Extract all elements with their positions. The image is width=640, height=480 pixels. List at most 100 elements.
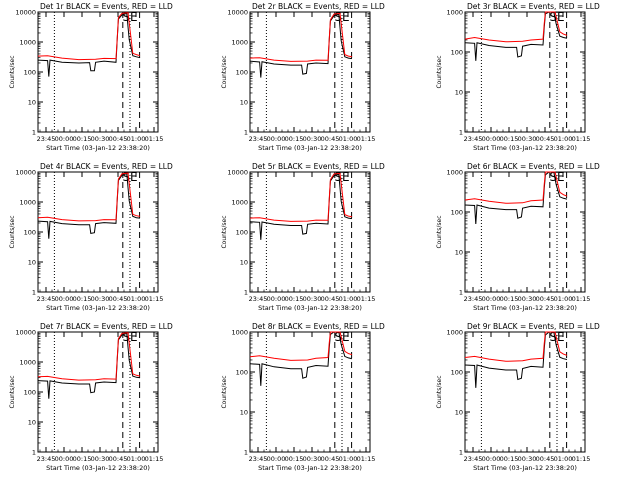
x-tick-label: 01:00 [554, 295, 573, 303]
x-tick-label: 00:30 [91, 455, 110, 463]
panel-title: Det 1r BLACK = Events, RED = LLD [40, 2, 173, 11]
se-annotation: SE [334, 330, 349, 344]
y-tick-label: 10000 [15, 9, 36, 17]
y-tick-label: 10 [240, 99, 248, 107]
x-tick-label: 01:15 [145, 455, 164, 463]
x-axis-label: Start Time (03-Jan-12 23:38:20) [473, 144, 577, 152]
x-axis-label: Start Time (03-Jan-12 23:38:20) [46, 464, 150, 472]
x-tick-label: 01:00 [339, 135, 358, 143]
events-series-line [37, 332, 141, 399]
x-tick-label: 00:00 [267, 135, 286, 143]
plot-frame [464, 11, 586, 133]
x-tick-label: 01:00 [339, 295, 358, 303]
y-axis-label: Counts/sec [221, 375, 228, 408]
x-tick-label: 00:45 [536, 135, 555, 143]
y-tick-label: 1 [32, 289, 36, 297]
x-axis-label: Start Time (03-Jan-12 23:38:20) [473, 464, 577, 472]
y-axis-label: Counts/sec [9, 375, 16, 408]
lld-series-line [37, 172, 141, 222]
y-tick-label: 100 [451, 209, 463, 217]
x-tick-label: 00:30 [91, 295, 110, 303]
x-tick-label: 01:00 [339, 455, 358, 463]
x-tick-label: 23:45 [464, 135, 483, 143]
x-tick-label: 23:45 [37, 455, 56, 463]
panel-det-5: Det 5r BLACK = Events, RED = LLD 1 10 100 10… [221, 162, 385, 312]
se-annotation: SE [549, 10, 564, 24]
y-tick-label: 100 [24, 389, 36, 397]
x-tick-label: 01:00 [127, 135, 146, 143]
lld-series-line [464, 171, 568, 204]
x-tick-label: 00:45 [321, 295, 340, 303]
se-annotation: SE [122, 330, 137, 344]
x-tick-label: 01:00 [554, 135, 573, 143]
panel-det-8: Det 8r BLACK = Events, RED = LLD 1 10 100 10… [221, 322, 385, 472]
x-tick-label: 00:15 [285, 295, 304, 303]
se-annotation: SE [549, 330, 564, 344]
y-tick-label: 1000 [446, 169, 463, 177]
y-tick-label: 1000 [231, 329, 248, 337]
events-series-line [37, 12, 141, 77]
panel-title: Det 7r BLACK = Events, RED = LLD [40, 322, 173, 331]
x-tick-label: 00:30 [518, 455, 537, 463]
x-tick-label: 00:15 [500, 455, 519, 463]
x-tick-label: 00:00 [55, 455, 74, 463]
y-tick-label: 100 [236, 229, 248, 237]
x-tick-label: 01:00 [554, 455, 573, 463]
x-axis-label: Start Time (03-Jan-12 23:38:20) [258, 144, 362, 152]
y-tick-label: 1000 [231, 199, 248, 207]
x-tick-label: 01:15 [572, 455, 591, 463]
panel-title: Det 2r BLACK = Events, RED = LLD [252, 2, 385, 11]
x-tick-label: 23:45 [249, 135, 268, 143]
y-axis-label: Counts/sec [9, 215, 16, 248]
lld-series-line [464, 331, 568, 362]
x-tick-label: 23:45 [37, 295, 56, 303]
lld-series-line [249, 172, 353, 222]
lld-series-line [249, 12, 353, 62]
y-tick-label: 1 [244, 449, 248, 457]
panel-det-4: Det 4r BLACK = Events, RED = LLD 1 10 100 10… [9, 162, 173, 312]
panel-title: Det 6r BLACK = Events, RED = LLD [467, 162, 600, 171]
x-tick-label: 00:45 [536, 455, 555, 463]
panel-det-2: Det 2r BLACK = Events, RED = LLD 1 10 100 10… [221, 2, 385, 152]
y-tick-label: 10 [28, 99, 36, 107]
y-tick-label: 100 [451, 369, 463, 377]
panel-det-1: Det 1r BLACK = Events, RED = LLD 1 10 100 10… [9, 2, 173, 152]
x-tick-label: 01:15 [357, 295, 376, 303]
x-tick-label: 23:45 [464, 455, 483, 463]
x-tick-label: 00:00 [267, 455, 286, 463]
panel-title: Det 4r BLACK = Events, RED = LLD [40, 162, 173, 171]
x-tick-label: 00:15 [73, 295, 92, 303]
lld-series-line [37, 332, 141, 381]
x-tick-label: 00:00 [482, 455, 501, 463]
x-axis-label: Start Time (03-Jan-12 23:38:20) [473, 304, 577, 312]
y-axis-label: Counts/sec [9, 55, 16, 88]
y-tick-label: 1 [32, 129, 36, 137]
y-tick-label: 10 [455, 249, 463, 257]
y-tick-label: 1000 [19, 39, 36, 47]
x-tick-label: 00:30 [303, 455, 322, 463]
y-tick-label: 1000 [231, 39, 248, 47]
x-tick-label: 23:45 [37, 135, 56, 143]
se-annotation: SE [334, 10, 349, 24]
x-tick-label: 00:45 [109, 295, 128, 303]
x-tick-label: 01:15 [145, 135, 164, 143]
panel-det-6: Det 6r BLACK = Events, RED = LLD 1 10 100 10… [436, 162, 600, 312]
y-axis-label: Counts/sec [221, 215, 228, 248]
lld-series-line [249, 331, 353, 361]
y-tick-label: 100 [236, 69, 248, 77]
y-tick-label: 1 [459, 129, 463, 137]
x-tick-label: 01:15 [357, 135, 376, 143]
x-tick-label: 00:00 [482, 135, 501, 143]
events-series-line [464, 171, 568, 225]
panel-title: Det 8r BLACK = Events, RED = LLD [252, 322, 385, 331]
y-tick-label: 1 [244, 289, 248, 297]
events-series-line [464, 11, 568, 61]
se-annotation: SE [334, 170, 349, 184]
x-axis-label: Start Time (03-Jan-12 23:38:20) [258, 464, 362, 472]
y-tick-label: 1 [32, 449, 36, 457]
x-tick-label: 00:15 [73, 455, 92, 463]
y-tick-label: 1 [459, 289, 463, 297]
x-tick-label: 00:45 [536, 295, 555, 303]
x-tick-label: 00:45 [321, 135, 340, 143]
